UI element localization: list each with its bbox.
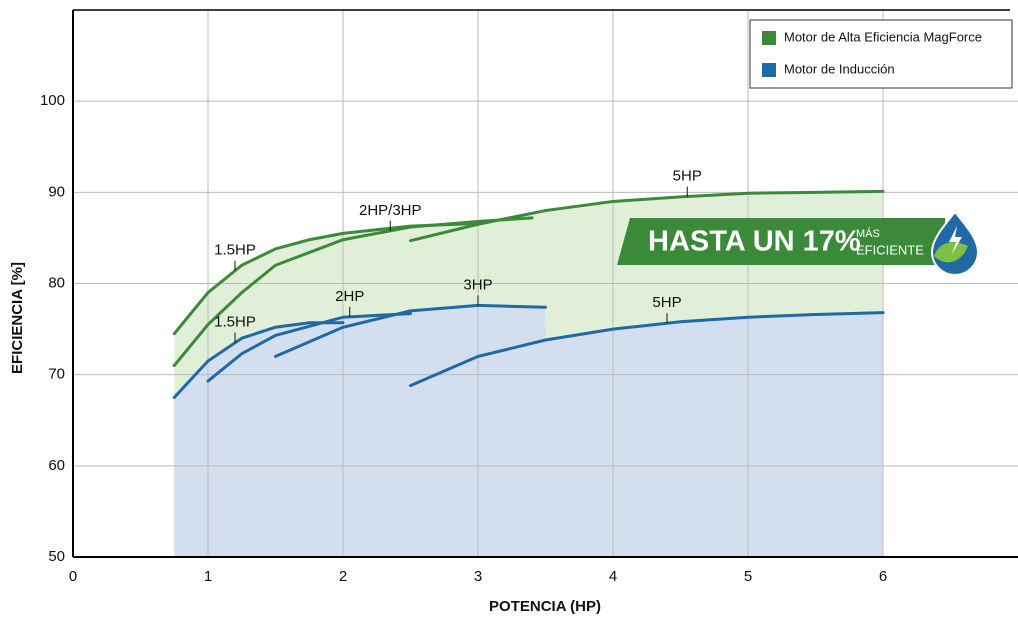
y-tick-label: 60 <box>48 457 65 474</box>
banner-sub: MÁS <box>856 227 880 240</box>
curve-label: 2HP/3HP <box>359 202 422 219</box>
curve-label: 5HP <box>652 294 681 311</box>
legend-box <box>749 19 1013 89</box>
curve <box>172 221 480 336</box>
curve <box>172 321 345 399</box>
grid <box>72 9 1018 558</box>
x-tick-label: 3 <box>474 568 482 585</box>
curve <box>206 312 412 383</box>
legend-swatch <box>762 31 776 45</box>
x-tick-label: 4 <box>609 568 617 585</box>
bolt-icon <box>949 226 962 254</box>
x-tick-label: 2 <box>339 568 347 585</box>
legend <box>749 19 1013 89</box>
x-axis-label: POTENCIA (HP) <box>489 598 601 615</box>
banner-text: HASTA UN 17% <box>648 226 861 258</box>
curve-label: 3HP <box>463 276 492 293</box>
x-tick-label: 1 <box>204 568 212 585</box>
y-tick-label: 80 <box>48 274 65 291</box>
curve <box>409 311 885 388</box>
curve-label: 1.5HP <box>214 242 256 259</box>
banner-band <box>617 218 945 265</box>
x-tick-label: 6 <box>879 568 887 585</box>
y-tick-label: 50 <box>48 548 65 565</box>
curve-label: 2HP <box>335 288 364 305</box>
y-tick-label: 90 <box>48 183 65 200</box>
x-tick-label: 0 <box>69 568 77 585</box>
legend-swatch <box>762 63 776 77</box>
banner-sub: EFICIENTE <box>856 242 924 257</box>
curve <box>274 303 547 358</box>
curve <box>409 189 885 243</box>
curve <box>172 216 534 368</box>
legend-label: Motor de Alta Eficiencia MagForce <box>784 29 982 44</box>
legend-label: Motor de Inducción <box>784 61 895 76</box>
induction-area <box>174 305 883 557</box>
curve-label: 5HP <box>673 167 702 184</box>
y-axis-label: EFICIENCIA [%] <box>9 262 26 374</box>
curves: 1.5HP 2HP/3HP 5HP 1.5HP 2HP 3HP 5HP <box>172 167 885 399</box>
y-tick-label: 100 <box>40 92 65 109</box>
y-tick-label: 70 <box>48 366 65 383</box>
curve-label: 1.5HP <box>214 314 256 331</box>
x-tick-label: 5 <box>744 568 752 585</box>
leaf-icon <box>934 242 968 263</box>
banner: HASTA UN 17% MÁS EFICIENTE <box>617 210 980 276</box>
